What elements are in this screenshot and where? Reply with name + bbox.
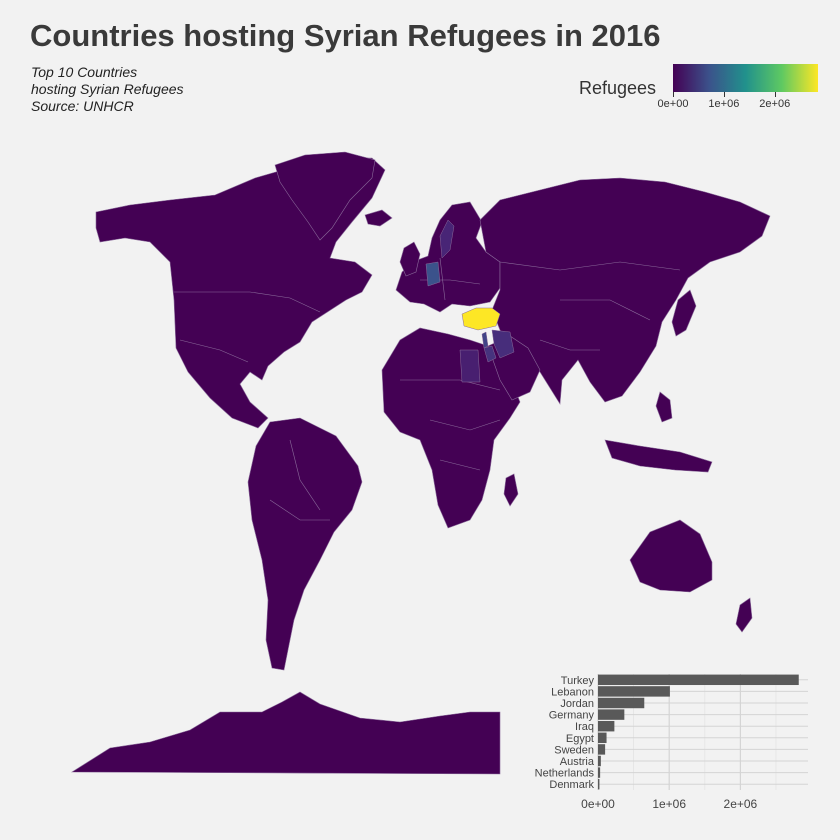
refugee-host-countries [425, 219, 515, 383]
bar-germany [598, 709, 625, 720]
legend-tick-label: 0e+00 [657, 98, 689, 110]
bar-category-label: Iraq [575, 721, 594, 733]
border-south-america-2 [269, 499, 330, 521]
chart-title: Countries hosting Syrian Refugees in 201… [30, 18, 661, 53]
australia-shape [629, 519, 713, 593]
bar-turkey [598, 674, 799, 686]
bar-egypt [598, 732, 607, 744]
british-isles-shape [399, 241, 421, 277]
bar-lebanon [598, 686, 670, 697]
subtitle-line-2: hosting Syrian Refugees [31, 81, 184, 97]
legend-tick-mark [774, 92, 776, 97]
bar-x-tick-label: 2e+06 [724, 797, 758, 811]
legend-tick-mark [723, 92, 725, 97]
madagascar-shape [503, 473, 519, 507]
bar-chart-x-tick-labels: 0e+00 1e+06 2e+06 [581, 797, 757, 811]
legend-tick-label: 1e+06 [708, 98, 740, 110]
country-turkey [461, 307, 501, 331]
chart-subtitle: Top 10 Countries hosting Syrian Refugees… [31, 64, 184, 115]
border-africa-3 [439, 459, 481, 471]
border-us-mexico [179, 339, 249, 363]
subtitle-line-3: Source: UNHCR [31, 98, 134, 114]
country-lebanon [481, 331, 489, 349]
bar-category-label: Jordan [560, 698, 594, 710]
bar-jordan [598, 697, 645, 709]
bar-category-label: Denmark [549, 779, 594, 791]
bar-category-label: Netherlands [535, 768, 595, 780]
subtitle-line-1: Top 10 Countries [31, 64, 138, 80]
bar-category-label: Lebanon [551, 686, 594, 698]
country-germany [425, 261, 441, 287]
country-iraq [491, 329, 515, 359]
bar-chart-bars [598, 674, 799, 790]
philippines-shape [655, 391, 673, 423]
legend-tick-label: 2e+06 [759, 98, 791, 110]
bar-austria [598, 755, 601, 767]
country-borders [174, 257, 681, 521]
bar-sweden [598, 744, 606, 755]
bar-category-label: Austria [560, 756, 595, 768]
iceland-shape [364, 209, 393, 227]
bar-iraq [598, 720, 615, 732]
greenland-shape [274, 151, 376, 241]
new-zealand-shape [735, 597, 753, 633]
border-india [539, 339, 600, 351]
bar-x-tick-label: 1e+06 [652, 797, 686, 811]
country-sweden [439, 219, 455, 259]
bar-chart-category-labels: TurkeyLebanonJordanGermanyIraqEgyptSwede… [535, 675, 595, 791]
indonesia-shape [604, 439, 713, 473]
japan-shape [671, 289, 697, 337]
south-america-shape [247, 417, 363, 671]
bar-category-label: Turkey [561, 675, 595, 687]
border-us-canada [174, 291, 321, 313]
border-africa-2 [429, 419, 501, 431]
bar-category-label: Germany [549, 710, 595, 722]
legend-tick-mark [673, 92, 674, 97]
border-south-america-1 [289, 439, 321, 511]
bar-category-label: Sweden [554, 744, 594, 756]
europe-shape [395, 201, 501, 313]
bar-x-tick-label: 0e+00 [581, 797, 615, 811]
country-egypt [459, 349, 481, 383]
map-land [70, 151, 771, 775]
country-jordan [483, 345, 497, 363]
border-africa-1 [400, 379, 501, 391]
bar-denmark [598, 778, 600, 790]
legend-colorbar [673, 64, 818, 92]
africa-shape [381, 327, 521, 529]
legend-title: Refugees [579, 78, 657, 98]
border-russia [499, 261, 681, 271]
antarctica-shape [70, 691, 501, 775]
bar-netherlands [598, 767, 601, 778]
bar-category-label: Egypt [566, 733, 594, 745]
border-china [560, 299, 651, 321]
